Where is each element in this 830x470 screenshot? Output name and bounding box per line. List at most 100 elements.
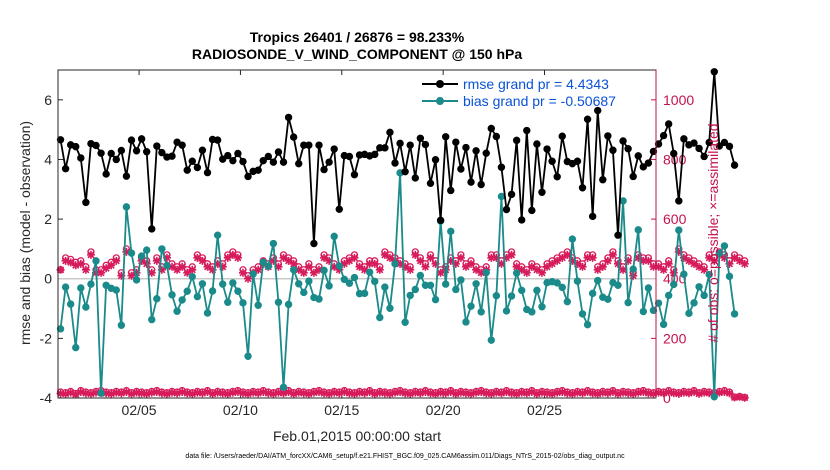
rmse-point-72 (421, 140, 430, 149)
obs-low-assimilated-marker-81 (467, 389, 476, 398)
obs-low-assimilated-marker-21 (162, 389, 171, 398)
rmse-point-51 (315, 141, 323, 149)
bias-point-37 (244, 352, 252, 360)
obs-assimilated-marker-18 (147, 268, 156, 277)
obs-low-assimilated-marker-15 (132, 388, 141, 397)
obs-assimilated-marker-78 (451, 259, 460, 268)
plot-background (58, 70, 656, 398)
obs-assimilated-marker-74 (431, 259, 440, 268)
y-right-tick-label-5: 1000 (663, 92, 694, 108)
bias-point-52 (320, 266, 328, 275)
bias-point-32 (219, 280, 227, 288)
obs-assimilated-marker-87 (497, 259, 506, 268)
obs-assimilated-marker-54 (330, 262, 339, 271)
obs-assimilated-marker-118 (654, 262, 663, 271)
rmse-point-29 (203, 168, 212, 177)
bias-point-125 (690, 299, 698, 307)
rmse-point-98 (553, 173, 561, 181)
bias-point-126 (695, 283, 703, 291)
bias-point-17 (142, 246, 151, 254)
obs-low-assimilated-marker-31 (213, 388, 222, 397)
rmse-point-32 (219, 155, 227, 163)
obs-assimilated-marker-124 (684, 256, 693, 265)
obs-low-assimilated-marker-87 (497, 389, 506, 398)
rmse-point-85 (487, 124, 495, 133)
obs-assimilated-marker-11 (112, 256, 121, 265)
rmse-point-26 (188, 157, 196, 165)
rmse-point-91 (518, 216, 526, 224)
obs-assimilated-marker-109 (608, 250, 617, 259)
obs-assimilated-marker-26 (188, 265, 197, 274)
obs-low-assimilated-marker-132 (725, 389, 734, 398)
obs-low-assimilated-marker-72 (421, 388, 430, 397)
rmse-point-89 (507, 190, 516, 199)
obs-assimilated-marker-135 (740, 259, 749, 268)
y-left-tick-label-0: -4 (40, 390, 53, 406)
bias-point-102 (573, 277, 582, 285)
obs-low-assimilated-marker-61 (365, 388, 374, 397)
obs-assimilated-marker-75 (436, 268, 445, 277)
obs-low-assimilated-marker-48 (299, 389, 308, 398)
bias-point-60 (360, 289, 369, 298)
obs-low-assimilated-marker-107 (598, 388, 607, 397)
obs-low-assimilated-marker-78 (451, 389, 460, 398)
bias-point-82 (472, 280, 480, 288)
obs-assimilated-marker-61 (365, 259, 374, 268)
obs-assimilated-marker-128 (705, 253, 714, 262)
obs-low-assimilated-marker-119 (659, 389, 668, 398)
x-tick-label-1: 02/10 (223, 402, 258, 418)
rmse-point-78 (452, 138, 460, 146)
obs-low-assimilated-marker-59 (355, 388, 364, 397)
bias-point-65 (386, 304, 394, 312)
obs-low-assimilated-marker-42 (269, 389, 278, 398)
bias-point-23 (173, 307, 181, 315)
bias-point-8 (97, 389, 105, 397)
obs-low-assimilated-marker-34 (228, 388, 237, 397)
obs-assimilated-marker-72 (421, 262, 430, 271)
obs-low-assimilated-marker-26 (188, 389, 197, 398)
rmse-point-127 (700, 152, 708, 161)
obs-low-assimilated-marker-52 (320, 389, 329, 398)
obs-low-assimilated-marker-115 (639, 388, 648, 397)
obs-assimilated-marker-98 (553, 256, 562, 265)
bias-point-86 (492, 292, 501, 300)
bias-point-69 (406, 291, 414, 300)
obs-low-assimilated-marker-73 (426, 389, 435, 398)
obs-assimilated-marker-95 (537, 268, 546, 277)
obs-low-assimilated-marker-36 (238, 389, 247, 398)
rmse-point-117 (649, 147, 658, 156)
bias-point-128 (705, 270, 713, 279)
rmse-point-11 (112, 155, 120, 164)
obs-assimilated-marker-115 (639, 256, 648, 265)
obs-low-assimilated-marker-98 (553, 388, 562, 397)
obs-low-assimilated-marker-127 (700, 388, 709, 397)
obs-assimilated-marker-100 (563, 250, 572, 259)
obs-assimilated-marker-55 (335, 265, 344, 274)
rmse-point-17 (142, 148, 151, 156)
rmse-point-20 (158, 148, 166, 157)
y-left-tick-label-2: 0 (44, 271, 52, 287)
rmse-point-57 (345, 152, 354, 161)
rmse-point-64 (381, 144, 389, 152)
obs-low-assimilated-marker-46 (289, 389, 298, 398)
obs-assimilated-marker-51 (314, 265, 323, 274)
rmse-point-82 (472, 147, 480, 155)
rmse-point-68 (401, 167, 409, 176)
obs-low-assimilated-marker-45 (284, 388, 293, 397)
obs-assimilated-marker-67 (396, 259, 405, 268)
obs-low-assimilated-marker-102 (573, 388, 582, 397)
obs-assimilated-marker-0 (56, 265, 65, 274)
bias-point-29 (203, 309, 212, 317)
rmse-point-126 (695, 144, 703, 153)
rmse-point-18 (148, 225, 156, 233)
obs-low-assimilated-marker-106 (593, 389, 602, 398)
obs-low-assimilated-marker-11 (112, 388, 121, 397)
bias-point-21 (163, 261, 171, 270)
obs-low-assimilated-marker-121 (669, 389, 678, 398)
bias-point-4 (77, 284, 85, 292)
obs-assimilated-marker-43 (274, 262, 283, 271)
bias-point-55 (335, 262, 343, 270)
obs-assimilated-marker-1 (61, 256, 70, 265)
rmse-point-19 (153, 142, 161, 150)
